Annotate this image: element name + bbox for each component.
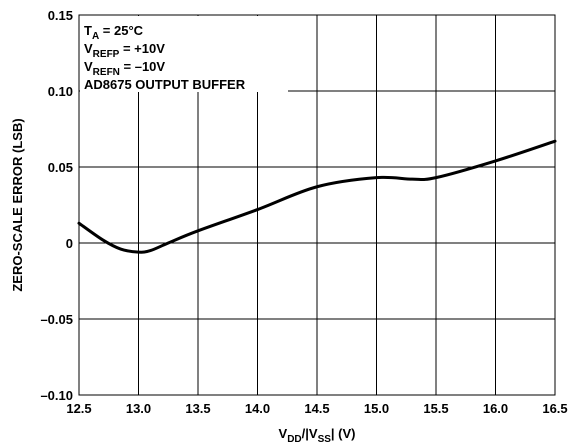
y-tick-label: 0.15 <box>48 8 73 23</box>
y-axis-label: ZERO-SCALE ERROR (LSB) <box>10 118 25 291</box>
x-tick-label: 16.0 <box>483 401 508 416</box>
plot-frame <box>78 14 556 396</box>
x-tick-label: 12.5 <box>66 401 91 416</box>
annotation-line: TA = 25°C <box>84 23 144 42</box>
x-tick-label: 13.5 <box>185 401 210 416</box>
annotation-background <box>80 16 288 92</box>
series-line <box>77 139 557 254</box>
x-axis-label: VDD/|VSS| (V) <box>279 426 356 445</box>
x-tick-labels: 12.5 13.0 13.5 14.0 14.5 15.0 15.5 16.0 16.5 <box>66 401 567 416</box>
x-tick-label: 14.0 <box>245 401 270 416</box>
y-tick-label: 0.05 <box>48 160 73 175</box>
x-tick-label: 13.0 <box>126 401 151 416</box>
annotation-line: VREFN = –10V <box>84 59 165 78</box>
y-tick-labels: 0.15 0.10 0.05 0 –0.05 –0.10 <box>40 8 73 403</box>
annotation-line: AD8675 OUTPUT BUFFER <box>84 77 246 92</box>
x-tick-label: 14.5 <box>304 401 329 416</box>
y-tick-label: –0.05 <box>40 312 73 327</box>
x-tick-label: 15.5 <box>423 401 448 416</box>
x-tick-label: 16.5 <box>542 401 567 416</box>
annotation-line: VREFP = +10V <box>84 41 165 60</box>
y-tick-label: –0.10 <box>40 388 73 403</box>
x-tick-label: 15.0 <box>364 401 389 416</box>
y-tick-label: 0 <box>66 236 73 251</box>
y-tick-label: 0.10 <box>48 84 73 99</box>
